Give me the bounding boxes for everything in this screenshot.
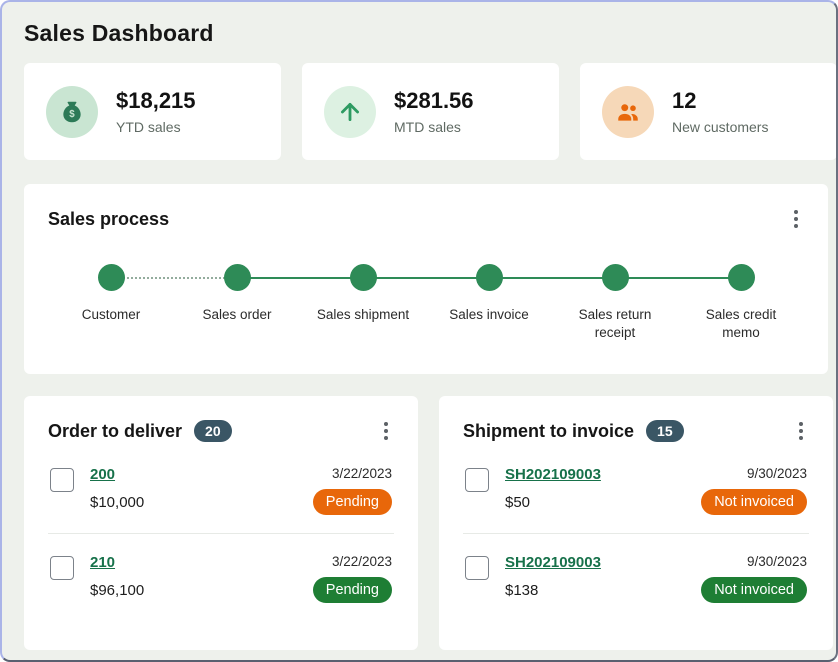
row-left: SH202109003 $138 [465,554,601,599]
row-right: 9/30/2023 Not invoiced [701,466,807,515]
document-date: 3/22/2023 [331,554,392,569]
row-right: 3/22/2023 Pending [312,466,392,515]
document-link[interactable]: 200 [90,466,116,483]
row-checkbox[interactable] [50,556,74,580]
status-badge: Pending [312,577,392,603]
kpi-text: $18,215 YTD sales [116,88,196,135]
customers-icon [602,85,654,138]
arrow-up-icon [324,85,376,138]
kpi-value: $18,215 [116,88,196,113]
stepper-track [48,264,804,292]
order-to-deliver-title: Order to deliver [48,420,183,441]
document-date: 9/30/2023 [746,466,807,481]
kpi-text: $281.56 MTD sales [394,88,474,135]
table-row: SH202109003 $50 9/30/2023 Not invoiced [463,446,809,534]
status-badge: Not invoiced [701,489,807,515]
kpi-card-new-customers[interactable]: 12 New customers [580,63,836,160]
document-date: 3/22/2023 [331,466,392,481]
kpi-label: New customers [672,119,769,135]
stepper-labels: Customer Sales order Sales shipment Sale… [48,306,804,342]
document-link[interactable]: 210 [90,554,116,571]
document-amount: $50 [505,494,531,511]
shipment-to-invoice-header: Shipment to invoice 15 [463,416,809,446]
sales-process-title: Sales process [48,208,170,229]
stepper-circles [48,264,804,291]
order-to-deliver-header: Order to deliver 20 [48,416,394,446]
shipment-to-invoice-card: Shipment to invoice 15 SH202109003 $50 9… [439,396,833,650]
list-row: Order to deliver 20 200 $10,000 3/22/202… [24,396,833,650]
row-doc: 200 $10,000 [90,466,144,511]
count-badge: 15 [646,420,684,442]
step-label: Sales credit memo [705,307,777,341]
step-label: Sales return receipt [578,307,652,341]
document-link[interactable]: SH202109003 [505,466,601,483]
table-row: 200 $10,000 3/22/2023 Pending [48,446,394,534]
step-circle-sales-return-receipt[interactable] [601,264,629,291]
row-doc: 210 $96,100 [90,554,144,599]
sales-process-card: Sales process [24,184,828,374]
step-circle-customer[interactable] [97,264,125,291]
kpi-card-mtd-sales[interactable]: $281.56 MTD sales [302,63,559,160]
stepper-connector [488,277,615,279]
stepper-connector [237,277,363,279]
row-left: 200 $10,000 [50,466,144,511]
status-badge: Pending [312,489,392,515]
stepper-connector [615,277,741,279]
count-badge: 20 [194,420,232,442]
document-amount: $10,000 [90,494,145,511]
document-link[interactable]: SH202109003 [505,554,601,571]
kpi-card-ytd-sales[interactable]: $ $18,215 YTD sales [24,63,281,160]
sales-process-header: Sales process [48,204,804,234]
page-title: Sales Dashboard [24,20,214,46]
row-checkbox[interactable] [465,556,489,580]
kebab-menu-icon[interactable] [788,204,804,234]
document-date: 9/30/2023 [746,554,807,569]
row-left: 210 $96,100 [50,554,144,599]
kebab-menu-icon[interactable] [378,416,394,446]
sales-process-stepper: Customer Sales order Sales shipment Sale… [48,264,804,342]
kpi-row: $ $18,215 YTD sales $281.56 MTD sales [24,63,836,160]
stepper-connector [363,277,489,279]
svg-text:$: $ [69,108,75,119]
row-right: 3/22/2023 Pending [312,554,392,603]
order-to-deliver-card: Order to deliver 20 200 $10,000 3/22/202… [24,396,418,650]
step-circle-sales-credit-memo[interactable] [727,264,755,291]
table-row: 210 $96,100 3/22/2023 Pending [48,534,394,621]
stepper-connector-dotted [110,277,237,279]
row-checkbox[interactable] [465,468,489,492]
document-amount: $138 [505,582,539,599]
kebab-menu-icon[interactable] [793,416,809,446]
step-label: Customer [81,307,141,322]
kpi-label: YTD sales [116,119,181,135]
kpi-text: 12 New customers [672,88,768,135]
row-right: 9/30/2023 Not invoiced [701,554,807,603]
step-circle-sales-invoice[interactable] [475,264,503,291]
step-label: Sales shipment [316,307,410,322]
kpi-label: MTD sales [394,119,461,135]
kpi-value: $281.56 [394,88,474,113]
row-doc: SH202109003 $50 [505,466,601,511]
step-circle-sales-order[interactable] [223,264,251,291]
kpi-value: 12 [672,88,697,113]
step-label: Sales invoice [449,307,529,322]
row-checkbox[interactable] [50,468,74,492]
step-circle-sales-shipment[interactable] [349,264,377,291]
step-label: Sales order [202,307,272,322]
table-row: SH202109003 $138 9/30/2023 Not invoiced [463,534,809,621]
row-left: SH202109003 $50 [465,466,601,511]
document-amount: $96,100 [90,582,145,599]
status-badge: Not invoiced [701,577,807,603]
row-doc: SH202109003 $138 [505,554,601,599]
money-bag-icon: $ [46,85,98,138]
shipment-to-invoice-title: Shipment to invoice [463,420,635,441]
